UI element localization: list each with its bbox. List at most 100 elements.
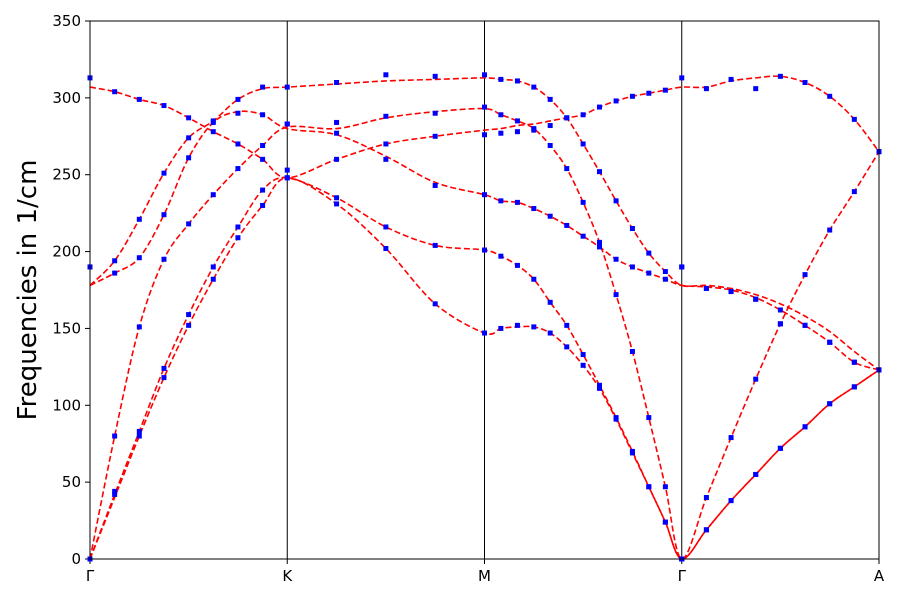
data-point — [514, 129, 520, 135]
data-point — [777, 321, 783, 327]
data-point — [703, 527, 709, 533]
data-point — [662, 519, 668, 525]
data-point — [482, 132, 487, 138]
data-point — [482, 247, 487, 253]
data-point — [580, 141, 586, 147]
data-point — [662, 484, 668, 490]
data-point — [827, 339, 833, 345]
data-point — [646, 90, 652, 96]
data-point — [136, 96, 142, 102]
data-point — [432, 301, 438, 307]
data-point — [482, 192, 487, 198]
data-point — [851, 359, 857, 365]
data-point — [334, 79, 340, 85]
data-point — [498, 253, 504, 259]
data-point — [210, 264, 216, 270]
data-point — [753, 296, 759, 302]
data-point — [136, 324, 142, 330]
data-point — [596, 385, 602, 391]
data-point — [728, 498, 734, 504]
data-point — [514, 118, 520, 124]
y-axis-label: Frequencies in 1/cm — [13, 160, 43, 421]
data-point — [284, 175, 290, 181]
data-point — [235, 96, 241, 102]
data-point — [547, 143, 553, 149]
data-point — [613, 415, 619, 421]
data-point — [161, 256, 167, 262]
data-point — [514, 262, 520, 268]
data-point — [753, 471, 759, 477]
data-point — [210, 192, 216, 198]
data-point — [161, 212, 167, 218]
data-point — [514, 78, 520, 84]
data-point — [827, 401, 833, 407]
plot-frame — [89, 20, 880, 560]
data-point — [432, 133, 438, 139]
x-tick-label: Γ — [678, 567, 687, 585]
data-point — [260, 202, 266, 208]
data-point — [432, 73, 438, 79]
data-point — [646, 415, 652, 421]
data-point — [260, 143, 266, 149]
x-tick-label: M — [478, 567, 491, 585]
data-point — [284, 84, 290, 90]
data-point — [827, 93, 833, 99]
data-point — [161, 103, 167, 109]
data-point — [646, 484, 652, 490]
data-point — [547, 213, 553, 219]
data-point — [482, 104, 487, 110]
data-point — [531, 324, 537, 330]
data-point — [629, 93, 635, 99]
data-point — [703, 495, 709, 501]
data-point — [613, 98, 619, 104]
data-point — [596, 244, 602, 250]
data-point — [498, 130, 504, 136]
data-point — [112, 488, 118, 494]
data-point — [235, 166, 241, 172]
x-tick-label: K — [282, 567, 293, 585]
data-point — [186, 221, 192, 227]
data-point — [613, 198, 619, 204]
data-point — [112, 433, 118, 439]
data-point — [235, 224, 241, 230]
data-point — [432, 110, 438, 116]
y-tick-label: 250 — [52, 166, 81, 184]
y-tick-label: 0 — [71, 550, 81, 568]
data-point — [851, 384, 857, 390]
y-tick-label: 50 — [62, 473, 81, 491]
data-point — [531, 84, 537, 90]
data-point — [827, 227, 833, 233]
data-point — [613, 256, 619, 262]
data-point — [531, 126, 537, 132]
data-point — [235, 110, 241, 116]
data-point — [580, 199, 586, 205]
data-point — [662, 87, 668, 93]
data-point — [564, 166, 570, 172]
data-point — [728, 435, 734, 441]
data-point — [802, 272, 808, 278]
data-point — [498, 112, 504, 118]
data-point — [235, 235, 241, 241]
data-point — [334, 156, 340, 162]
data-point — [580, 362, 586, 368]
data-point — [851, 116, 857, 122]
data-point — [547, 330, 553, 336]
data-point — [646, 250, 652, 256]
data-point — [383, 245, 389, 251]
data-point — [186, 155, 192, 161]
data-point — [260, 84, 266, 90]
data-point — [112, 270, 118, 276]
data-point — [777, 445, 783, 451]
data-point — [334, 195, 340, 201]
data-point — [703, 86, 709, 92]
data-point — [629, 226, 635, 232]
data-point — [186, 115, 192, 121]
data-point — [728, 76, 734, 82]
data-point — [596, 382, 602, 388]
data-point — [802, 424, 808, 430]
data-point — [186, 135, 192, 141]
x-tick-label: A — [874, 567, 885, 585]
data-point — [662, 276, 668, 282]
data-point — [629, 264, 635, 270]
